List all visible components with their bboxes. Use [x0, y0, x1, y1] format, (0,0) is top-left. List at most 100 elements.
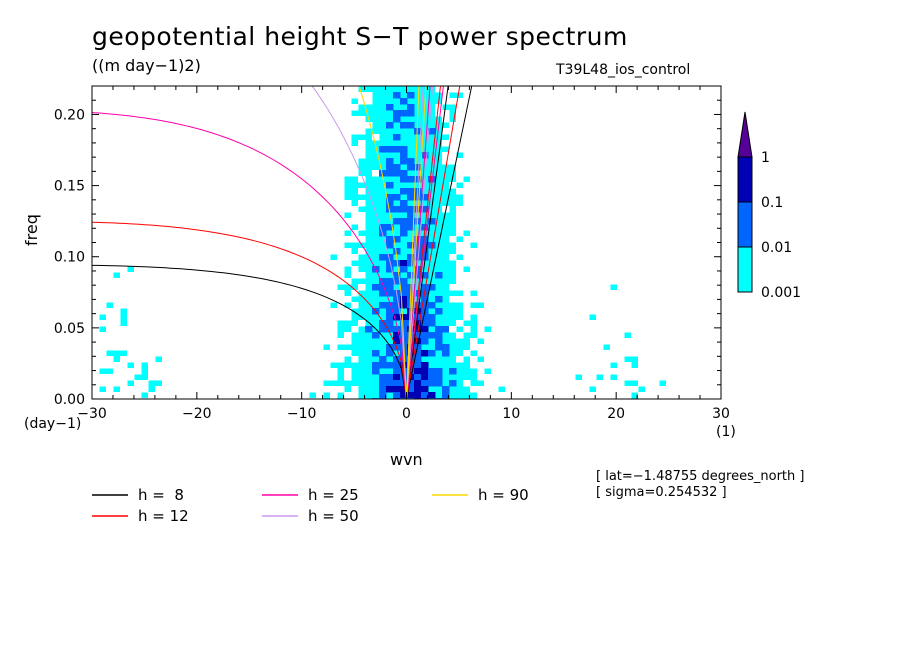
- heatmap-cell: [659, 140, 667, 147]
- heatmap-cell: [645, 104, 653, 111]
- heatmap-cell: [512, 332, 520, 339]
- heatmap-cell: [309, 182, 317, 189]
- heatmap-cell: [393, 146, 401, 153]
- heatmap-cell: [456, 230, 464, 237]
- heatmap-cell: [204, 392, 212, 399]
- heatmap-cell: [148, 344, 156, 351]
- heatmap-cell: [358, 224, 366, 231]
- heatmap-cell: [505, 116, 513, 123]
- heatmap-cell: [134, 260, 142, 267]
- heatmap-cell: [589, 176, 597, 183]
- heatmap-cell: [442, 326, 450, 333]
- heatmap-cell: [477, 194, 485, 201]
- heatmap-cell: [456, 266, 464, 273]
- heatmap-cell: [316, 182, 324, 189]
- heatmap-cell: [183, 134, 191, 141]
- heatmap-cell: [197, 182, 205, 189]
- heatmap-cell: [204, 164, 212, 171]
- heatmap-cell: [253, 224, 261, 231]
- heatmap-cell: [253, 326, 261, 333]
- heatmap-cell: [218, 344, 226, 351]
- heatmap-cell: [211, 140, 219, 147]
- heatmap-cell: [708, 134, 716, 141]
- heatmap-cell: [323, 284, 331, 291]
- heatmap-cell: [687, 314, 695, 321]
- heatmap-cell: [414, 338, 422, 345]
- heatmap-cell: [687, 128, 695, 135]
- heatmap-cell: [225, 278, 233, 285]
- heatmap-cell: [309, 326, 317, 333]
- heatmap-cell: [281, 194, 289, 201]
- heatmap-cell: [701, 164, 709, 171]
- heatmap-cell: [715, 152, 721, 159]
- heatmap-cell: [246, 296, 254, 303]
- heatmap-cell: [120, 146, 128, 153]
- heatmap-cell: [610, 86, 618, 93]
- heatmap-cell: [540, 206, 548, 213]
- heatmap-cell: [589, 308, 597, 315]
- heatmap-cell: [505, 236, 513, 243]
- heatmap-cell: [99, 266, 107, 273]
- heatmap-cell: [442, 116, 450, 123]
- heatmap-cell: [673, 368, 681, 375]
- heatmap-cell: [624, 290, 632, 297]
- heatmap-cell: [169, 128, 177, 135]
- heatmap-cell: [589, 164, 597, 171]
- heatmap-cell: [708, 284, 716, 291]
- heatmap-cell: [288, 128, 296, 135]
- heatmap-cell: [239, 278, 247, 285]
- heatmap-cell: [281, 92, 289, 99]
- heatmap-cell: [617, 146, 625, 153]
- heatmap-cell: [127, 254, 135, 261]
- heatmap-cell: [232, 242, 240, 249]
- heatmap-cell: [701, 302, 709, 309]
- heatmap-cell: [666, 182, 674, 189]
- heatmap-cell: [715, 98, 721, 105]
- heatmap-cell: [295, 290, 303, 297]
- heatmap-cell: [386, 194, 394, 201]
- heatmap-cell: [498, 194, 506, 201]
- heatmap-cell: [540, 344, 548, 351]
- heatmap-cell: [99, 254, 107, 261]
- heatmap-cell: [526, 134, 534, 141]
- heatmap-cell: [295, 356, 303, 363]
- heatmap-cell: [505, 254, 513, 261]
- heatmap-cell: [253, 116, 261, 123]
- heatmap-cell: [659, 356, 667, 363]
- heatmap-cell: [183, 200, 191, 207]
- heatmap-cell: [141, 302, 149, 309]
- heatmap-cell: [498, 314, 506, 321]
- heatmap-cell: [246, 284, 254, 291]
- heatmap-cell: [232, 218, 240, 225]
- heatmap-cell: [652, 320, 660, 327]
- heatmap-cell: [645, 116, 653, 123]
- heatmap-cell: [554, 386, 562, 393]
- heatmap-cell: [603, 188, 611, 195]
- heatmap-cell: [141, 218, 149, 225]
- heatmap-cell: [141, 380, 149, 387]
- heatmap-cell: [519, 284, 527, 291]
- heatmap-cell: [638, 146, 646, 153]
- heatmap-cell: [568, 152, 576, 159]
- heatmap-cell: [547, 368, 555, 375]
- heatmap-cell: [288, 92, 296, 99]
- heatmap-cell: [127, 236, 135, 243]
- heatmap-cell: [246, 314, 254, 321]
- heatmap-cell: [92, 272, 100, 279]
- heatmap-cell: [715, 158, 721, 165]
- heatmap-cell: [533, 206, 541, 213]
- heatmap-cell: [498, 368, 506, 375]
- heatmap-cell: [512, 326, 520, 333]
- heatmap-cell: [477, 350, 485, 357]
- heatmap-cell: [239, 326, 247, 333]
- heatmap-cell: [694, 206, 702, 213]
- heatmap-cell: [708, 374, 716, 381]
- heatmap-cell: [512, 374, 520, 381]
- heatmap-cell: [484, 86, 492, 93]
- heatmap-cell: [582, 266, 590, 273]
- heatmap-cell: [442, 140, 450, 147]
- heatmap-cell: [470, 236, 478, 243]
- heatmap-cell: [197, 128, 205, 135]
- heatmap-cell: [610, 236, 618, 243]
